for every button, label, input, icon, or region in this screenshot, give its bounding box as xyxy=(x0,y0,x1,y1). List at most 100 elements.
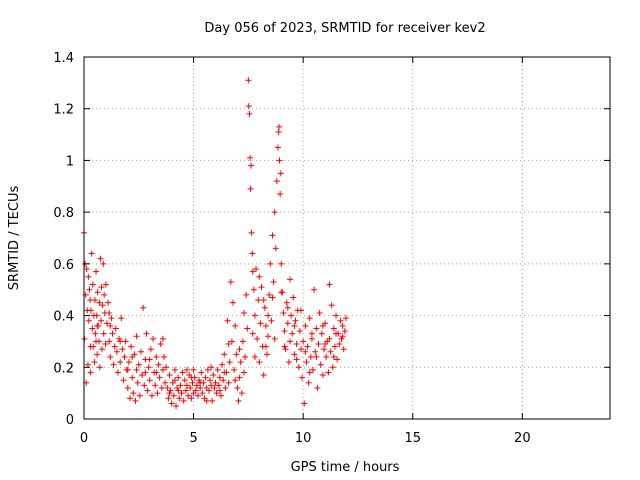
data-point xyxy=(120,377,127,384)
data-point xyxy=(109,330,116,337)
data-point xyxy=(313,325,320,332)
data-point xyxy=(139,372,146,379)
data-point xyxy=(291,351,298,358)
data-point xyxy=(216,374,223,381)
y-axis-title: SRMTID / TECUs xyxy=(7,186,22,291)
data-point xyxy=(316,309,323,316)
data-point xyxy=(306,315,313,322)
data-point xyxy=(87,369,94,376)
data-point xyxy=(156,374,163,381)
data-point xyxy=(137,348,144,355)
data-point xyxy=(129,374,136,381)
data-point xyxy=(98,284,105,291)
data-point xyxy=(313,353,320,360)
data-point xyxy=(260,297,267,304)
data-point xyxy=(319,322,326,329)
data-point xyxy=(270,278,277,285)
data-point xyxy=(266,291,273,298)
data-point xyxy=(269,294,276,301)
data-point xyxy=(106,309,113,316)
data-point xyxy=(319,372,326,379)
data-point xyxy=(98,346,105,353)
data-point xyxy=(215,382,222,389)
data-point xyxy=(93,268,100,275)
data-point xyxy=(164,384,171,391)
data-point xyxy=(267,260,274,267)
data-point xyxy=(148,392,155,399)
data-point xyxy=(328,302,335,309)
data-point xyxy=(100,260,107,267)
data-point xyxy=(249,268,256,275)
data-point xyxy=(94,289,101,296)
data-point xyxy=(293,341,300,348)
data-point xyxy=(117,359,124,366)
data-point xyxy=(182,387,189,394)
x-tick-label: 15 xyxy=(404,431,421,446)
y-tick-label: 1.2 xyxy=(53,103,74,118)
data-point xyxy=(322,341,329,348)
data-point xyxy=(311,286,318,293)
data-point xyxy=(281,328,288,335)
data-point xyxy=(159,366,166,373)
data-point xyxy=(275,128,282,135)
data-point xyxy=(210,372,217,379)
data-point xyxy=(287,276,294,283)
data-point xyxy=(154,390,161,397)
data-point xyxy=(112,325,119,332)
data-point xyxy=(170,392,177,399)
data-point xyxy=(308,335,315,342)
data-point xyxy=(314,384,321,391)
data-point xyxy=(265,333,272,340)
data-point xyxy=(248,162,255,169)
data-point xyxy=(325,369,332,376)
data-point xyxy=(258,284,265,291)
data-point xyxy=(96,364,103,371)
data-point xyxy=(231,366,238,373)
data-point xyxy=(230,299,237,306)
data-point xyxy=(177,382,184,389)
data-point xyxy=(295,364,302,371)
data-point xyxy=(121,353,128,360)
data-point xyxy=(197,384,204,391)
data-point xyxy=(323,353,330,360)
data-point xyxy=(330,353,337,360)
data-point xyxy=(310,366,317,373)
data-point xyxy=(236,374,243,381)
data-point xyxy=(222,384,229,391)
data-point xyxy=(208,364,215,371)
data-point xyxy=(130,390,137,397)
data-point xyxy=(133,333,140,340)
data-point xyxy=(113,348,120,355)
data-point xyxy=(159,335,166,342)
data-point xyxy=(190,366,197,373)
data-point xyxy=(152,382,159,389)
data-point xyxy=(145,364,152,371)
data-point xyxy=(116,335,123,342)
tick-labels: 0 0.2 0.4 0.6 0.8 1 1.2 1.4 0 5 10 15 20 xyxy=(53,51,530,446)
data-point xyxy=(237,359,244,366)
data-point xyxy=(245,77,252,84)
data-point xyxy=(194,392,201,399)
data-point xyxy=(196,377,203,384)
data-point xyxy=(93,312,100,319)
data-point xyxy=(98,317,105,324)
data-point xyxy=(249,330,256,337)
data-point xyxy=(271,335,278,342)
data-point xyxy=(329,364,336,371)
y-tick-label: 0.2 xyxy=(53,361,74,376)
data-point xyxy=(235,397,242,404)
data-point xyxy=(339,333,346,340)
data-point xyxy=(247,185,254,192)
y-tick-label: 0.8 xyxy=(53,206,74,221)
data-point xyxy=(94,351,101,358)
data-point xyxy=(85,317,92,324)
data-point xyxy=(96,299,103,306)
data-point xyxy=(102,281,109,288)
data-point xyxy=(101,291,108,298)
x-tick-label: 0 xyxy=(80,431,88,446)
data-point xyxy=(269,232,276,239)
data-point xyxy=(88,250,95,257)
data-point xyxy=(111,343,118,350)
data-point xyxy=(326,335,333,342)
data-point xyxy=(89,281,96,288)
